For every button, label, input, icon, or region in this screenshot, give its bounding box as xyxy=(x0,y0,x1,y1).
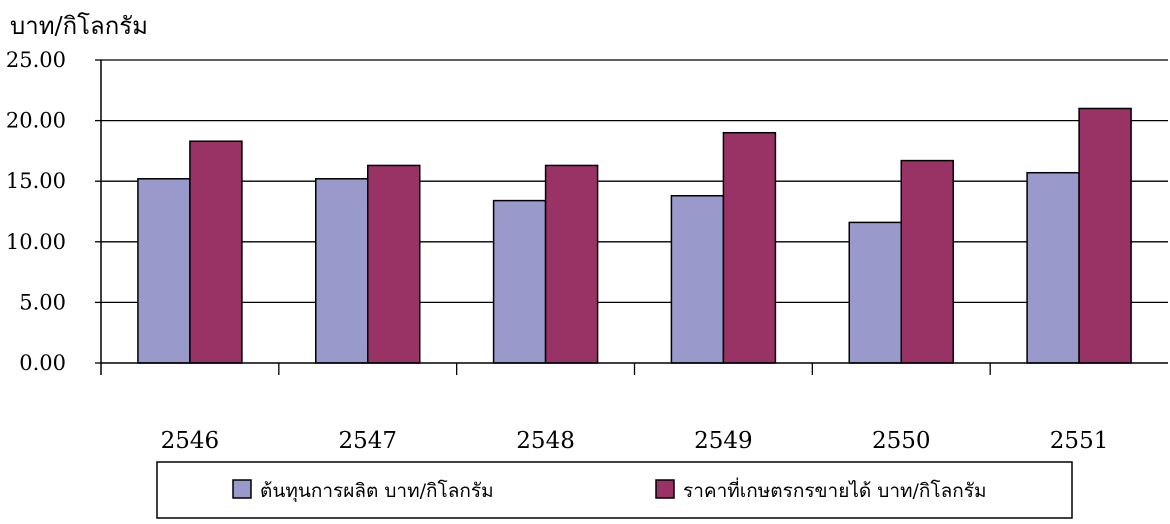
y-tick-label: 5.00 xyxy=(19,290,66,314)
bar-cost-2548 xyxy=(492,199,547,364)
bar-cost-2549 xyxy=(670,194,725,364)
y-tick-label: 20.00 xyxy=(6,109,66,133)
bar-cost-2546 xyxy=(137,178,191,364)
axes xyxy=(95,59,1168,375)
legend-label-cost: ต้นทุนการผลิต บาท/กิโลกรัม xyxy=(260,479,494,503)
bar-price-2547 xyxy=(367,164,421,364)
gridlines xyxy=(101,59,1168,304)
y-tick-labels: 0.00 5.00 10.00 15.00 20.00 25.00 xyxy=(6,48,66,375)
x-tick-label: 2546 xyxy=(161,428,220,454)
y-tick-label: 10.00 xyxy=(6,230,66,254)
y-tick-label: 25.00 xyxy=(6,48,66,72)
y-axis-label: บาท/กิโลกรัม xyxy=(10,12,148,40)
x-tick-label: 2550 xyxy=(872,428,931,454)
legend-label-price: ราคาที่เกษตรกรขายได้ บาท/กิโลกรัม xyxy=(683,477,987,502)
x-tick-label: 2549 xyxy=(694,428,753,454)
legend-swatch-price xyxy=(655,479,675,499)
y-tick-label: 0.00 xyxy=(19,351,66,375)
bar-price-2546 xyxy=(189,140,243,364)
bar-price-2548 xyxy=(544,164,599,364)
legend-box xyxy=(156,461,1073,519)
x-tick-labels: 2546 2547 2548 2549 2550 2551 xyxy=(161,428,1109,454)
bar-price-2550 xyxy=(900,159,954,364)
bar-cost-2551 xyxy=(1026,171,1080,364)
x-tick-label: 2547 xyxy=(338,428,397,454)
legend: ต้นทุนการผลิต บาท/กิโลกรัม ราคาที่เกษตรก… xyxy=(156,461,1073,519)
x-tick-label: 2551 xyxy=(1050,428,1109,454)
bar-cost-2547 xyxy=(315,178,369,364)
x-tick-label: 2548 xyxy=(516,428,575,454)
legend-swatch-cost xyxy=(232,479,252,499)
bar-price-2551 xyxy=(1078,107,1132,364)
bar-cost-2550 xyxy=(848,221,902,364)
bars xyxy=(137,107,1132,364)
y-tick-label: 15.00 xyxy=(6,169,66,193)
bar-price-2549 xyxy=(722,131,777,364)
